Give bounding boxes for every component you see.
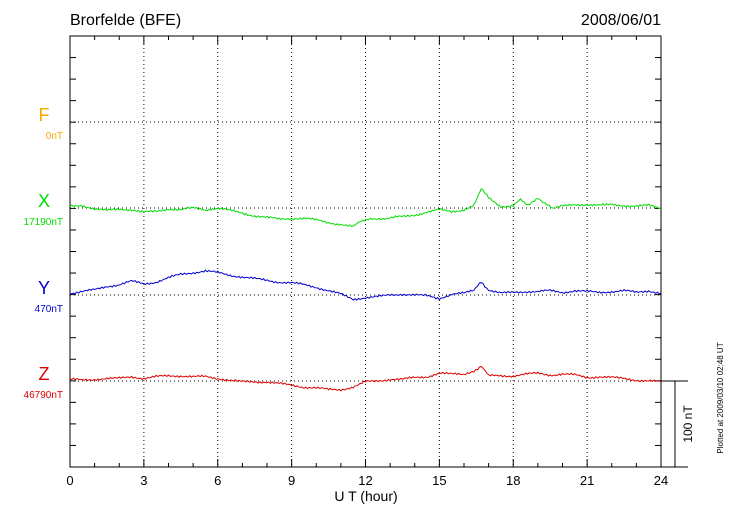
axis-ticks [69, 36, 662, 467]
x-tick-labels: 0 3 6 9 12 15 18 21 24 [66, 473, 668, 488]
x-axis-label: U T (hour) [334, 488, 397, 504]
date-label: 2008/06/01 [581, 12, 661, 29]
x-tick-label: 24 [654, 473, 668, 488]
x-tick-label: 3 [140, 473, 147, 488]
x-tick-label: 0 [66, 473, 73, 488]
x-tick-label: 6 [214, 473, 221, 488]
series-lines [69, 188, 662, 392]
series-name-f: F [39, 105, 50, 125]
series-baseline-z: 46790nT [24, 390, 63, 401]
series-name-y: Y [38, 278, 50, 298]
x-tick-label: 18 [506, 473, 520, 488]
series-name-x: X [38, 191, 50, 211]
plotted-note: Plotted at 2009/03/10 02:48 UT [716, 342, 725, 453]
series-baseline-x: 17190nT [24, 217, 63, 228]
series-name-z: Z [39, 364, 50, 384]
x-tick-label: 9 [288, 473, 295, 488]
series-line-x [69, 188, 662, 228]
series-baseline-f: 0nT [46, 131, 63, 142]
scale-bar-label: 100 nT [681, 405, 695, 443]
x-tick-label: 21 [580, 473, 594, 488]
series-baseline-y: 470nT [35, 304, 63, 315]
series-labels: F 0nT X 17190nT Y 470nT Z 46790nT [24, 105, 63, 401]
scale-bar: 100 nT [661, 380, 695, 468]
grid-lines [70, 36, 661, 467]
x-tick-label: 12 [358, 473, 372, 488]
x-tick-label: 15 [432, 473, 446, 488]
station-title: Brorfelde (BFE) [70, 12, 181, 29]
series-line-z [69, 365, 662, 392]
series-line-y [69, 269, 662, 301]
